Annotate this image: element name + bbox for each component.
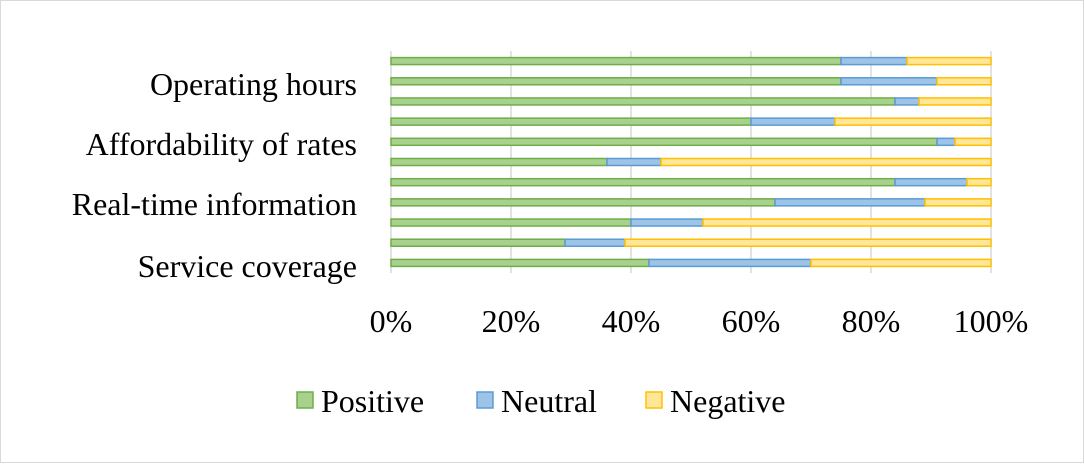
bar-segment-negative [624,238,992,247]
bar-segment-positive [390,137,938,147]
bar-segment-negative [924,198,992,207]
legend: Positive Neutral Negative [296,383,786,419]
legend-label-negative: Negative [670,383,786,419]
legend-swatch-neutral [476,391,494,409]
bar-segment-neutral [630,218,704,227]
bar-segment-neutral [564,238,626,247]
legend-swatch-negative [645,391,663,409]
bar-segment-neutral [894,177,968,187]
category-label-operating-hours: Operating hours [150,66,357,102]
bar-segment-positive [390,238,566,247]
x-axis-ticks: 0% 20% 40% 60% 80% 100% [370,303,1029,339]
bar-segment-negative [660,157,992,167]
bar-segment-neutral [750,117,836,126]
bar-segment-positive [390,77,842,86]
x-tick-label: 20% [482,303,541,339]
x-tick-label: 100% [954,303,1029,339]
category-label-real-time-information: Real-time information [72,186,357,222]
bar-segment-positive [390,198,776,207]
bar-segment-positive [390,177,896,187]
bar-segment-neutral [936,137,956,147]
legend-label-neutral: Neutral [501,383,597,419]
bar-segment-negative [966,177,992,187]
bar-segment-neutral [840,56,908,66]
bar-segment-negative [834,117,992,126]
bar-segment-negative [810,258,992,268]
bar-segment-neutral [840,77,938,86]
bar-segment-negative [702,218,992,227]
bars [390,56,992,268]
bar-segment-negative [906,56,992,66]
bar-segment-negative [954,137,992,147]
x-tick-label: 60% [722,303,781,339]
bar-segment-positive [390,117,752,126]
bar-segment-negative [936,77,992,86]
legend-label-positive: Positive [321,383,424,419]
bar-segment-neutral [648,258,812,268]
bar-segment-positive [390,157,608,167]
x-tick-label: 0% [370,303,413,339]
category-label-affordability-of-rates: Affordability of rates [86,126,357,162]
bar-segment-negative [918,97,992,106]
category-labels: Operating hours Affordability of rates R… [72,66,357,284]
bar-segment-positive [390,56,842,66]
bar-segment-neutral [606,157,662,167]
x-tick-label: 80% [842,303,901,339]
bar-segment-neutral [894,97,920,106]
bar-segment-positive [390,97,896,106]
category-label-service-coverage: Service coverage [138,248,357,284]
bar-segment-positive [390,258,650,268]
bar-segment-positive [390,218,632,227]
bar-segment-neutral [774,198,926,207]
x-tick-label: 40% [602,303,661,339]
legend-swatch-positive [296,391,314,409]
